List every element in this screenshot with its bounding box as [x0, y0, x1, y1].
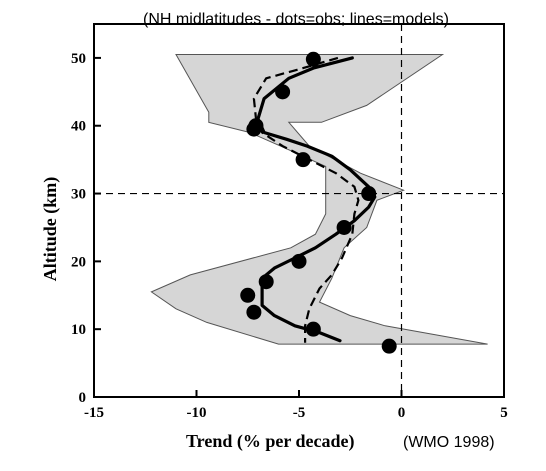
- source-credit: (WMO 1998): [403, 434, 495, 451]
- x-tick-label: -15: [84, 405, 104, 421]
- observation-dot: [246, 121, 262, 137]
- observation-dot: [291, 253, 307, 269]
- x-tick-label: -5: [293, 405, 306, 421]
- observation-dot: [361, 186, 377, 202]
- model-range-envelope: [150, 54, 488, 345]
- y-tick-label: 0: [79, 390, 87, 406]
- observation-dot: [336, 219, 352, 235]
- chart-title: (NH midlatitudes - dots=obs; lines=model…: [143, 11, 449, 28]
- model-line-dashed: [252, 56, 360, 343]
- observation-dot: [240, 287, 256, 303]
- y-axis-ticks: 0 10 20 30 40 50: [71, 51, 101, 406]
- x-axis-label: Trend (% per decade): [186, 431, 355, 452]
- observation-dot: [305, 51, 321, 67]
- y-tick-label: 20: [71, 254, 86, 270]
- x-tick-label: 0: [398, 405, 406, 421]
- observation-dot: [305, 321, 321, 337]
- y-tick-label: 30: [71, 187, 86, 203]
- observation-dot: [295, 152, 311, 168]
- observation-dot: [258, 274, 274, 290]
- observation-dots: [240, 51, 397, 354]
- observation-dot: [381, 338, 397, 354]
- observation-dot: [275, 84, 291, 100]
- y-tick-label: 40: [71, 119, 86, 135]
- observation-dot: [246, 304, 262, 320]
- y-axis-label: Altitude (km): [40, 177, 61, 282]
- x-axis-ticks: -15 -10 -5 0 5: [84, 390, 508, 421]
- x-tick-label: 5: [500, 405, 508, 421]
- x-tick-label: -10: [187, 405, 207, 421]
- y-tick-label: 50: [71, 51, 86, 67]
- y-tick-label: 10: [71, 322, 86, 338]
- plot-area: [94, 24, 504, 397]
